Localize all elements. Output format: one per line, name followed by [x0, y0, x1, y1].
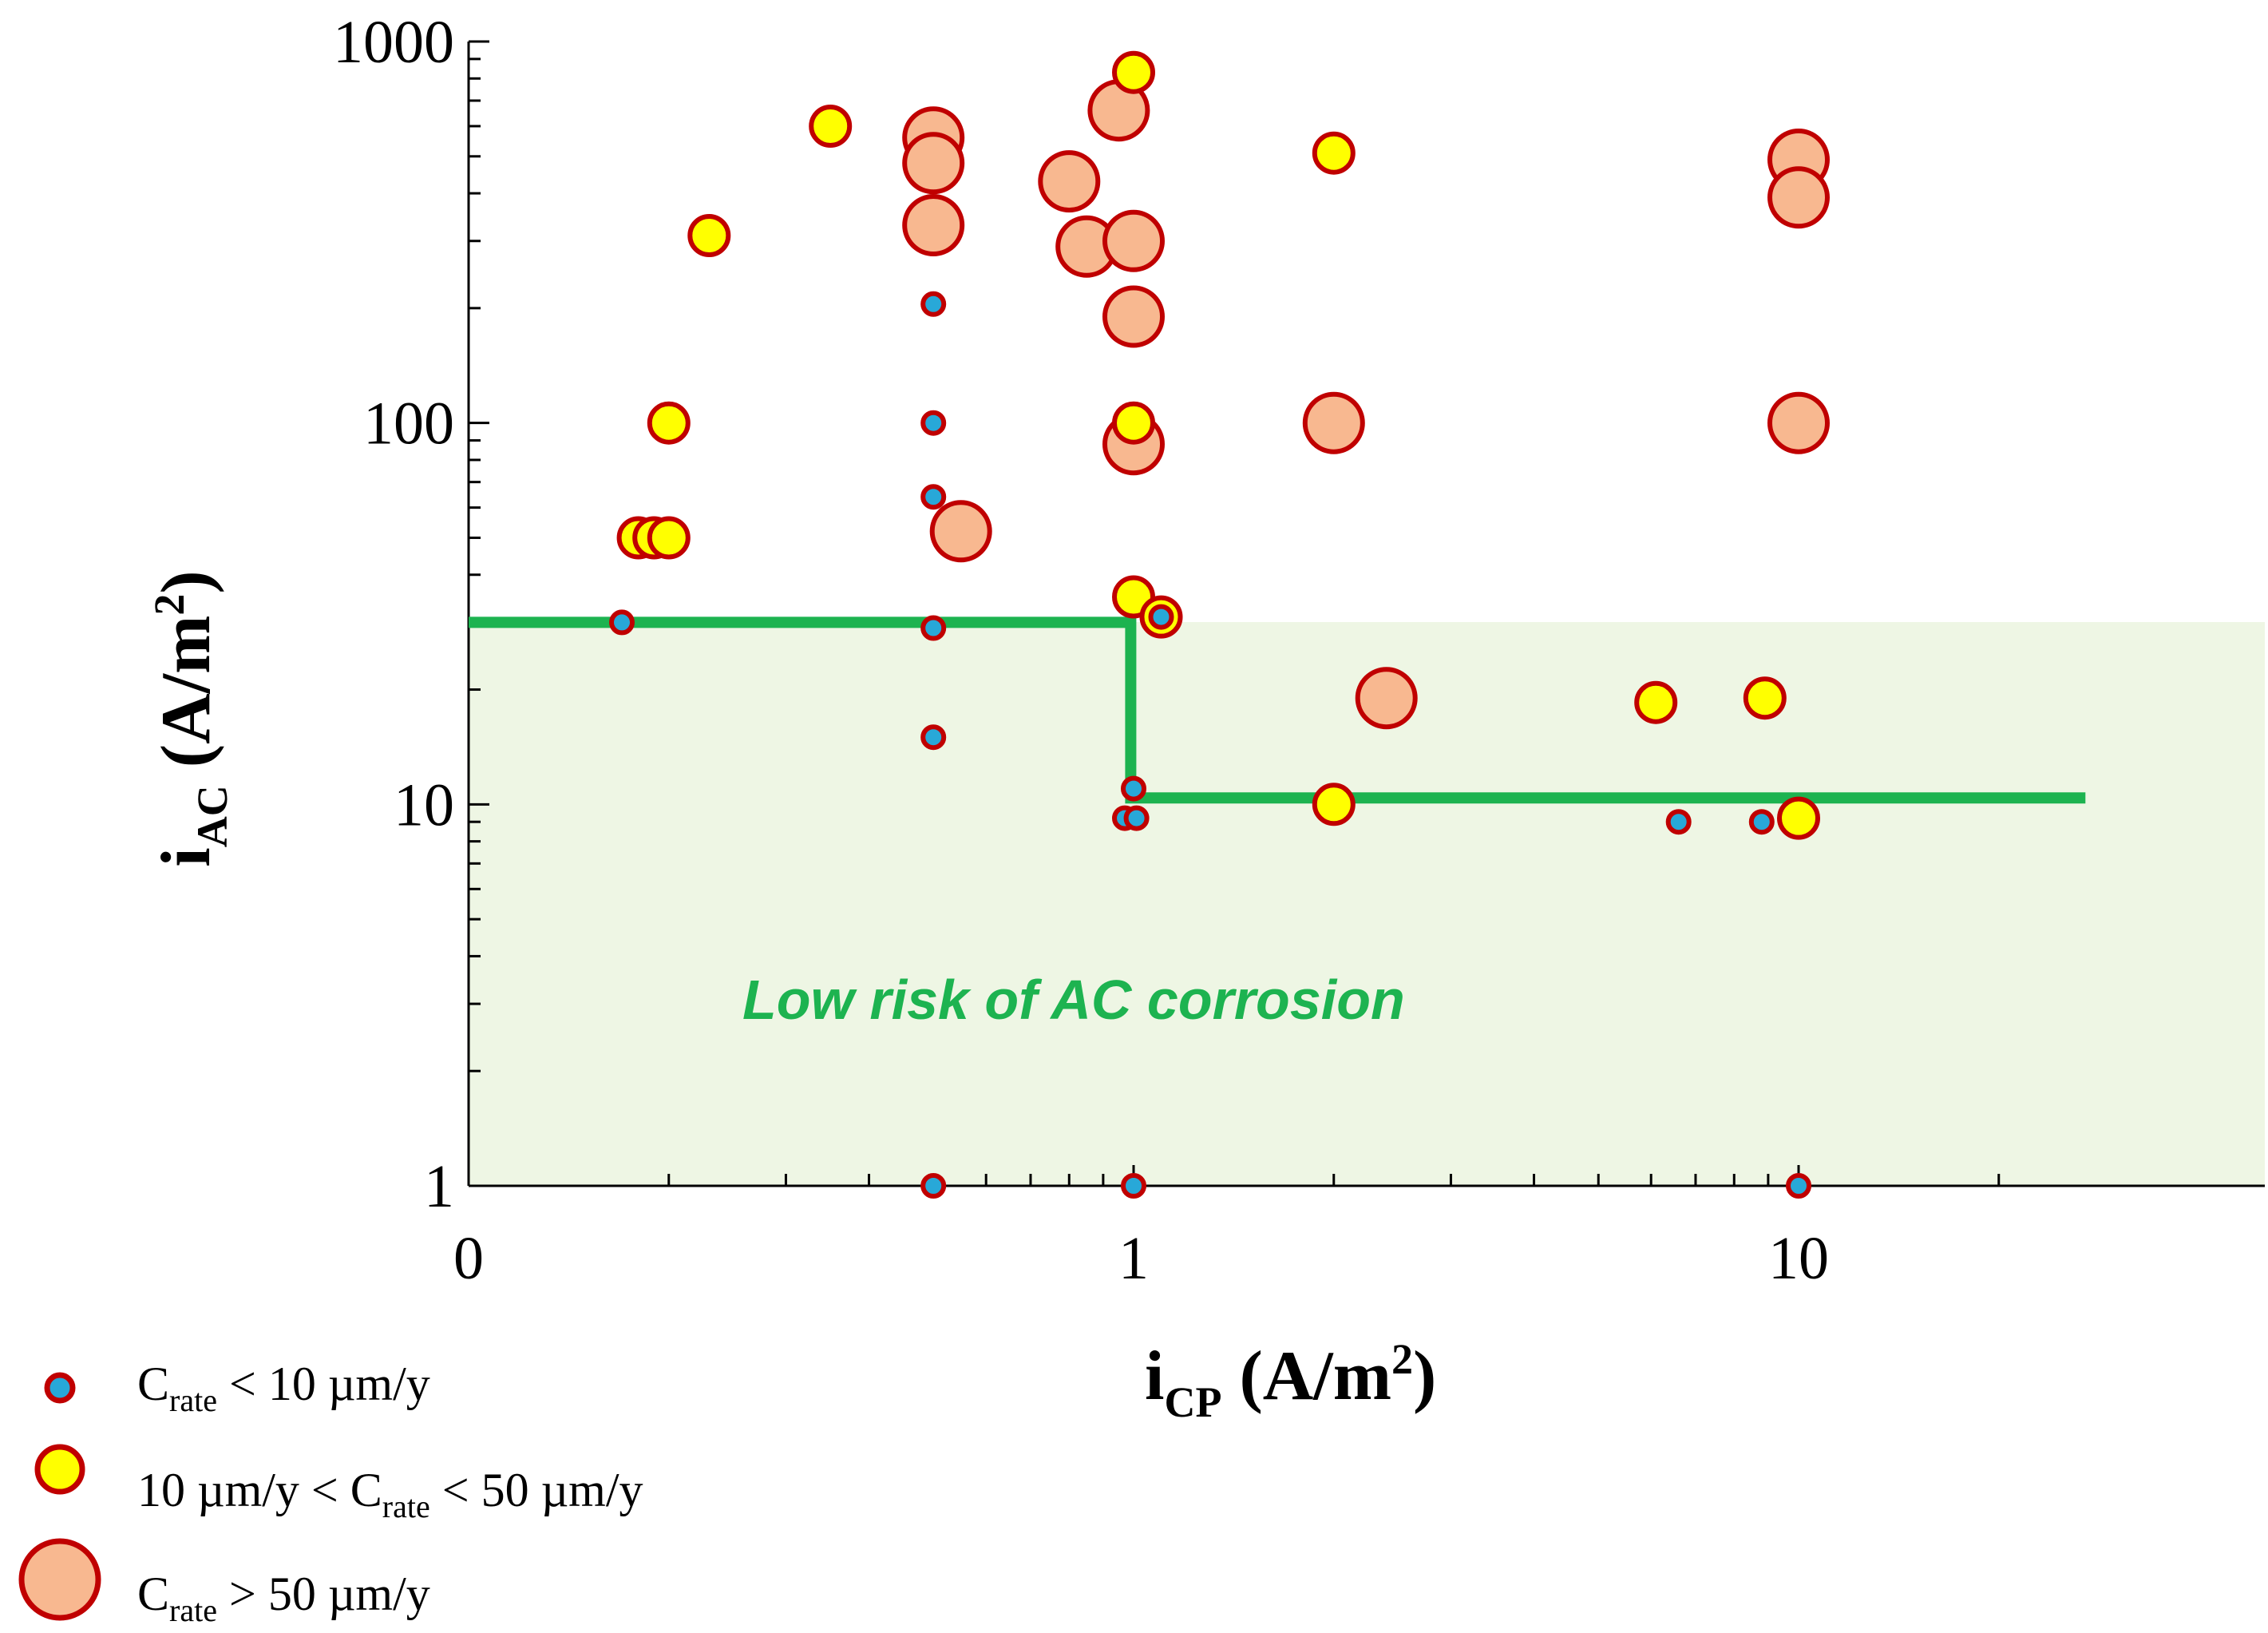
low-rate-point: [920, 724, 947, 751]
mid-rate-point: [647, 401, 691, 445]
data-points: [609, 50, 1830, 1199]
mid-rate-point: [1112, 50, 1155, 94]
high-rate-point: [1102, 209, 1165, 272]
high-rate-point: [1102, 285, 1165, 348]
low-rate-point: [609, 609, 635, 636]
legend-high-label: Crate > 50 µm/y: [137, 1568, 430, 1628]
low-rate-point: [920, 1173, 947, 1199]
mid-rate-point: [1312, 783, 1356, 826]
legend-mid-marker: [34, 1444, 85, 1495]
low-rate-point: [1123, 805, 1150, 831]
low-rate-point: [1148, 604, 1174, 630]
y-tick-label: 100: [363, 390, 454, 458]
mid-rate-point: [1777, 796, 1820, 840]
high-rate-point: [1355, 667, 1418, 730]
y-tick-label: 10: [394, 771, 454, 838]
region-label: Low risk of AC corrosion: [742, 969, 1405, 1031]
mid-rate-point: [1112, 401, 1155, 445]
high-rate-point: [1767, 391, 1830, 454]
mid-rate-point: [687, 214, 731, 257]
low-rate-point: [1748, 809, 1775, 835]
mid-rate-point: [809, 105, 853, 148]
high-rate-point: [902, 132, 965, 195]
high-rate-point: [902, 194, 965, 256]
high-rate-point: [929, 500, 992, 563]
low-rate-point: [1665, 809, 1692, 835]
mid-rate-point: [647, 516, 691, 560]
mid-rate-point: [1312, 131, 1356, 175]
mid-rate-point: [1743, 676, 1787, 720]
x-tick-label: 0: [453, 1225, 484, 1292]
low-rate-point: [920, 410, 947, 436]
x-tick-label: 10: [1768, 1225, 1829, 1292]
legend-high-marker: [18, 1538, 101, 1621]
high-rate-point: [1302, 391, 1365, 454]
low-rate-point: [920, 291, 947, 317]
legend-low-marker: [44, 1372, 76, 1404]
legend-low-label: Crate < 10 µm/y: [137, 1358, 430, 1418]
high-rate-point: [1038, 150, 1101, 213]
low-rate-point: [1786, 1173, 1811, 1199]
threshold-line: [469, 616, 2086, 804]
x-tick-label: 1: [1118, 1225, 1149, 1292]
x-axis-title: iCP (A/m2): [1145, 1335, 1436, 1426]
high-rate-point: [1767, 166, 1830, 229]
low-rate-point: [1121, 775, 1146, 802]
legend: Crate < 10 µm/y 10 µm/y < Crate < 50 µm/…: [18, 1358, 643, 1628]
low-rate-point: [920, 484, 947, 510]
axis-ticks: [467, 40, 2001, 1187]
mid-rate-point: [1634, 680, 1678, 724]
low-rate-point: [920, 615, 947, 641]
low-rate-point: [1121, 1173, 1146, 1199]
y-tick-label: 1000: [333, 9, 454, 76]
y-tick-label: 1: [424, 1153, 454, 1220]
y-axis-title: iAC (A/m2): [145, 570, 236, 866]
legend-mid-label: 10 µm/y < Crate < 50 µm/y: [137, 1464, 643, 1524]
